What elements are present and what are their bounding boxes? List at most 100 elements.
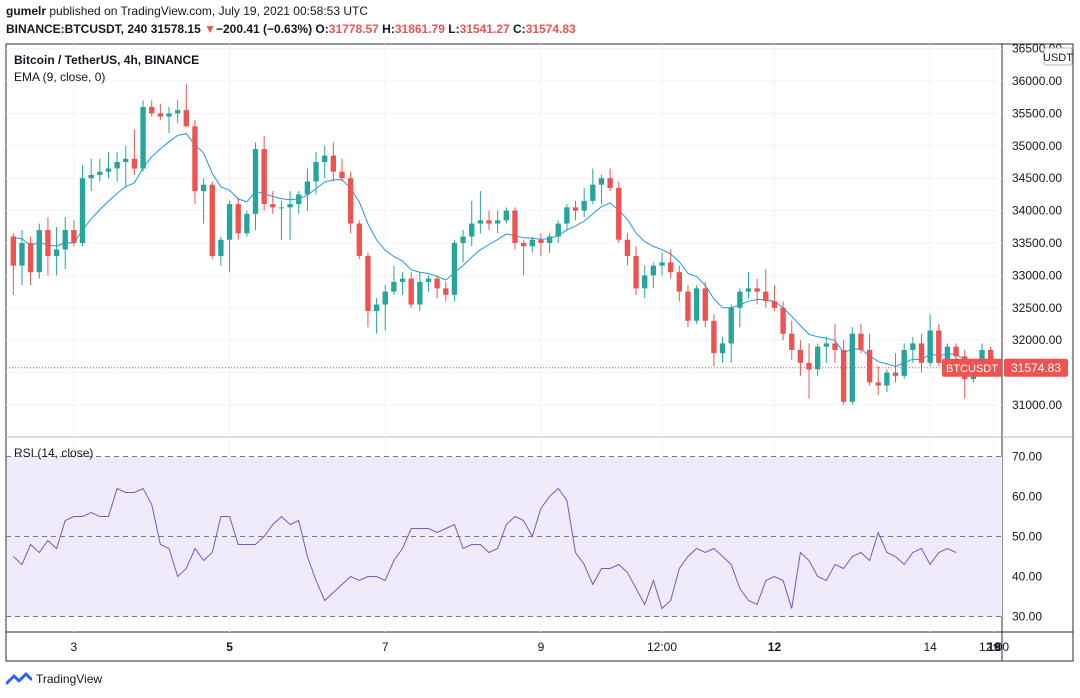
candle[interactable] xyxy=(88,158,94,192)
candle[interactable] xyxy=(520,239,527,276)
candle[interactable] xyxy=(79,165,86,247)
candle[interactable] xyxy=(624,233,631,266)
candle[interactable] xyxy=(702,281,708,328)
candle[interactable] xyxy=(365,252,371,328)
candle[interactable] xyxy=(140,100,146,172)
candle[interactable] xyxy=(391,265,397,295)
candle[interactable] xyxy=(399,272,406,295)
candle[interactable] xyxy=(200,178,207,224)
candle[interactable] xyxy=(313,152,319,195)
candle[interactable] xyxy=(555,220,561,243)
author-name[interactable]: gumelr xyxy=(6,4,47,18)
currency-badge[interactable] xyxy=(1043,47,1073,66)
candle[interactable] xyxy=(278,200,285,240)
candle[interactable] xyxy=(806,343,812,399)
candle[interactable] xyxy=(719,336,726,363)
candle[interactable] xyxy=(789,320,795,360)
candle[interactable] xyxy=(581,187,587,218)
candle[interactable] xyxy=(823,336,830,363)
candle[interactable] xyxy=(235,197,241,240)
candle[interactable] xyxy=(27,236,34,286)
candle[interactable] xyxy=(918,333,925,373)
candle[interactable] xyxy=(486,210,492,231)
candle[interactable] xyxy=(244,210,250,237)
candle[interactable] xyxy=(503,207,510,224)
candle[interactable] xyxy=(417,272,423,312)
candle[interactable] xyxy=(443,281,449,302)
candle[interactable] xyxy=(322,145,328,179)
candle[interactable] xyxy=(192,119,198,205)
candle[interactable] xyxy=(815,343,821,376)
rsi-legend[interactable]: RSI (14, close) xyxy=(14,446,94,460)
candle[interactable] xyxy=(330,142,337,182)
candle[interactable] xyxy=(339,158,345,182)
candle[interactable] xyxy=(131,129,138,175)
candle[interactable] xyxy=(693,285,700,324)
ema-legend[interactable]: EMA (9, close, 0) xyxy=(14,70,106,84)
candle[interactable] xyxy=(642,265,648,299)
candle[interactable] xyxy=(927,314,933,367)
candle[interactable] xyxy=(296,191,302,214)
candle[interactable] xyxy=(287,191,293,240)
candle[interactable] xyxy=(685,285,691,328)
candle[interactable] xyxy=(633,246,639,295)
candle[interactable] xyxy=(512,207,518,250)
candle[interactable] xyxy=(347,171,354,234)
candle[interactable] xyxy=(771,285,778,312)
candle[interactable] xyxy=(607,168,613,192)
candle[interactable] xyxy=(425,275,432,292)
candle[interactable] xyxy=(36,223,42,279)
candle[interactable] xyxy=(373,298,380,334)
candle[interactable] xyxy=(174,100,181,124)
candle[interactable] xyxy=(884,369,890,393)
candle[interactable] xyxy=(529,236,535,253)
candle[interactable] xyxy=(460,230,466,263)
candle[interactable] xyxy=(166,106,172,133)
candle[interactable] xyxy=(382,285,388,331)
candle[interactable] xyxy=(676,265,682,302)
candle[interactable] xyxy=(149,100,155,117)
candle[interactable] xyxy=(226,200,233,273)
candle[interactable] xyxy=(53,226,60,276)
candle[interactable] xyxy=(572,200,579,221)
candle[interactable] xyxy=(304,168,311,211)
candle[interactable] xyxy=(209,181,215,260)
candle[interactable] xyxy=(157,103,164,120)
candle[interactable] xyxy=(123,145,129,188)
candle[interactable] xyxy=(936,324,942,367)
candle[interactable] xyxy=(728,304,734,363)
candle[interactable] xyxy=(564,204,570,231)
candle[interactable] xyxy=(840,340,847,405)
candle[interactable] xyxy=(910,336,916,363)
candle[interactable] xyxy=(875,366,881,396)
candle[interactable] xyxy=(469,200,475,247)
candle[interactable] xyxy=(356,220,362,260)
candle[interactable] xyxy=(252,142,259,231)
candle[interactable] xyxy=(754,278,760,305)
candle[interactable] xyxy=(667,249,674,279)
candle[interactable] xyxy=(62,217,68,269)
candle[interactable] xyxy=(832,324,838,363)
candle[interactable] xyxy=(451,239,458,302)
candle[interactable] xyxy=(434,275,440,299)
candle[interactable] xyxy=(737,288,743,328)
candle[interactable] xyxy=(892,353,899,383)
candle[interactable] xyxy=(858,324,864,354)
candle[interactable] xyxy=(494,210,501,234)
candle[interactable] xyxy=(270,191,276,214)
candle[interactable] xyxy=(659,252,665,276)
candle[interactable] xyxy=(763,268,769,308)
candle[interactable] xyxy=(408,272,414,308)
candle[interactable] xyxy=(10,233,17,295)
candle[interactable] xyxy=(218,236,224,266)
candle[interactable] xyxy=(590,168,596,205)
candle[interactable] xyxy=(866,333,873,386)
candle[interactable] xyxy=(901,343,907,380)
candle[interactable] xyxy=(19,230,25,286)
candle[interactable] xyxy=(849,327,855,405)
candle[interactable] xyxy=(745,272,752,299)
candle[interactable] xyxy=(538,233,544,256)
candle[interactable] xyxy=(114,152,120,182)
candle[interactable] xyxy=(477,191,484,234)
